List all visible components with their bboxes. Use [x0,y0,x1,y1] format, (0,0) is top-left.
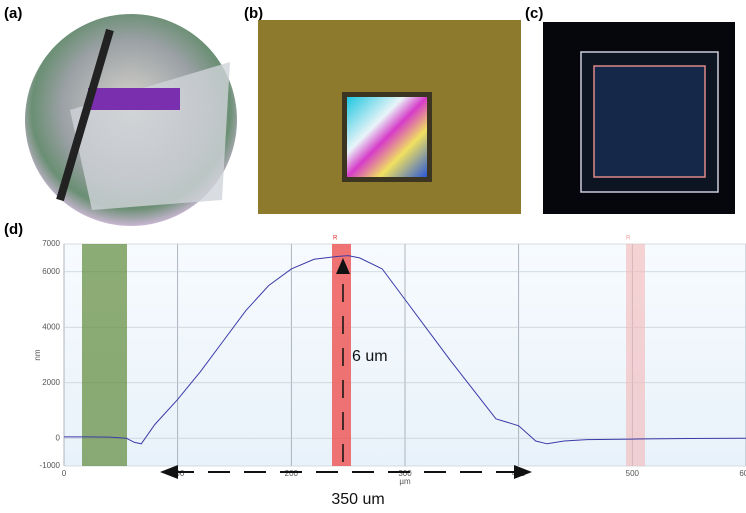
cursor-band [82,244,127,466]
pattern [594,66,705,177]
stripe [88,88,180,110]
cursor-band [626,244,645,466]
panel-label: (d) [4,221,23,238]
y-tick-label: 7000 [42,239,60,248]
pattern [347,97,427,177]
y-axis-label: nm [33,349,42,360]
y-tick-label: 0 [56,433,61,442]
y-tick-label: 4000 [42,322,60,331]
panel-label: (a) [4,5,22,22]
y-tick-label: -1000 [40,461,61,470]
x-tick-label: 500 [626,469,640,478]
annotation: 350 um [331,491,384,508]
cursor-label: R [333,236,338,242]
panel-label: (c) [525,5,543,22]
y-tick-label: 2000 [42,378,60,387]
figure: (a) (b) (c) (d) 0100200300400500600-1000… [0,0,746,513]
profile-chart: 0100200300400500600-10000200040006000700… [33,236,746,509]
panel-label: (b) [244,5,263,22]
x-tick-label: 600 [739,469,746,478]
x-tick-label: 0 [62,469,67,478]
cursor-label: R [626,236,631,242]
x-tick-label: 200 [285,469,299,478]
arrow-head [160,465,178,479]
cursor-band [332,244,351,466]
x-axis-label: µm [399,477,411,486]
annotation: 6 um [352,348,388,365]
y-tick-label: 6000 [42,267,60,276]
